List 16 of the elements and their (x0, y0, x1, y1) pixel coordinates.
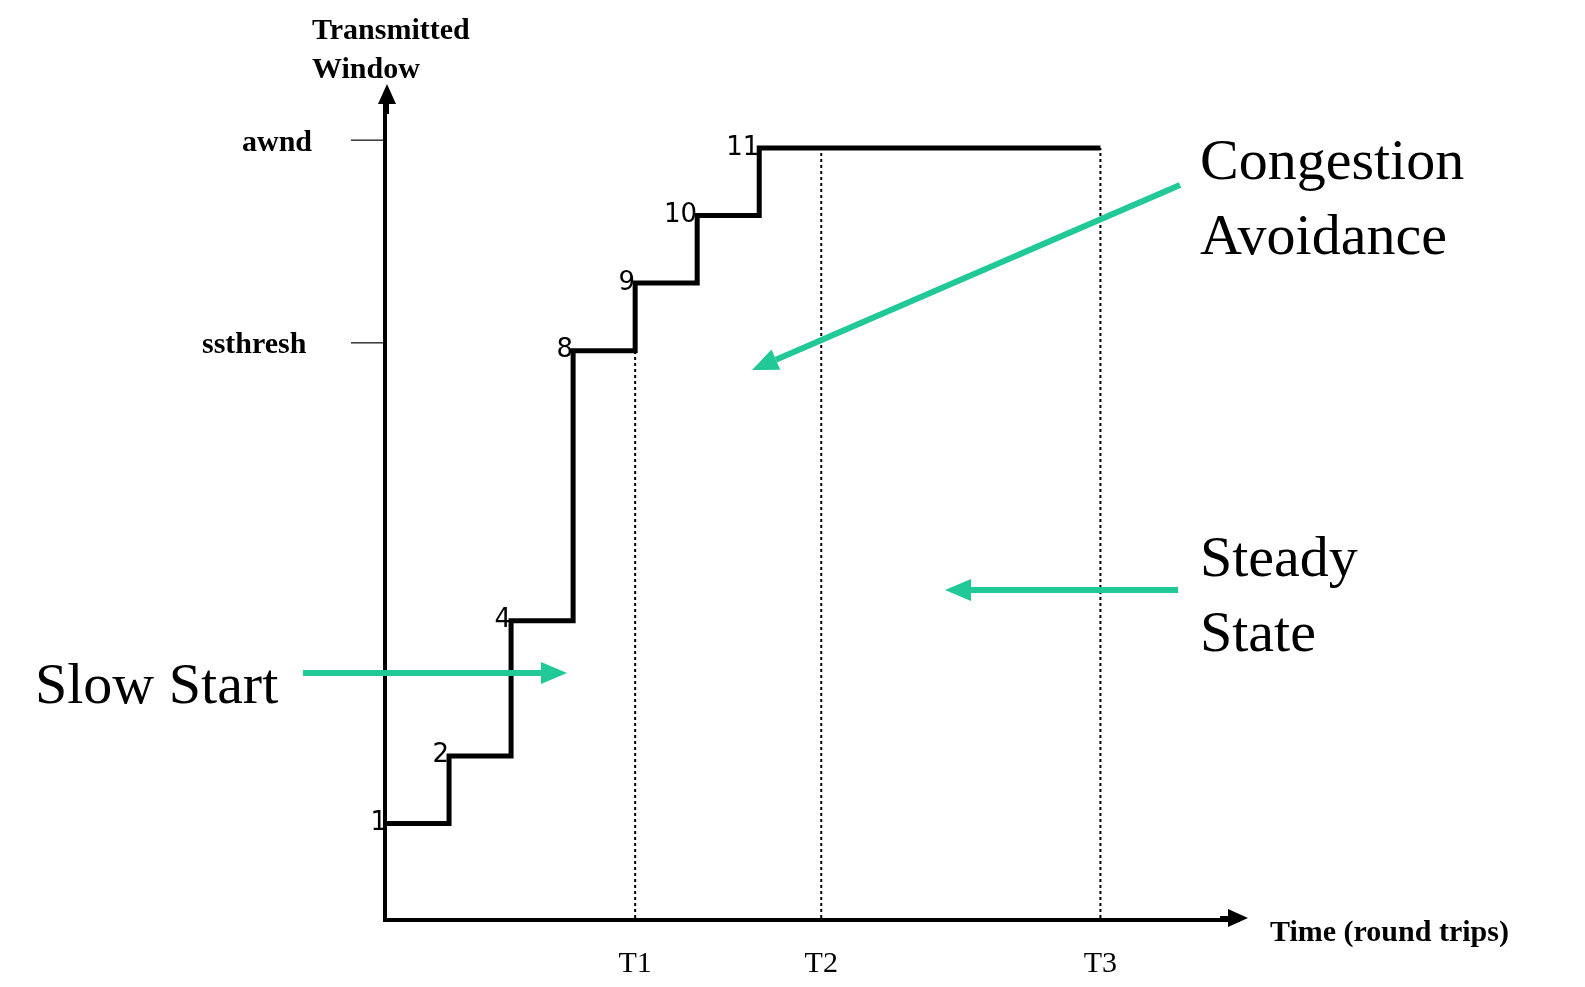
text: awnd (242, 124, 313, 157)
data-label: 10 (664, 198, 698, 229)
data-label: 11 (726, 130, 760, 161)
text: Congestion Avoidance (1200, 127, 1465, 268)
x-tick-label: T3 (1083, 945, 1118, 978)
text: Steady State (1200, 524, 1358, 665)
text: ssthresh (202, 326, 307, 359)
data-label: 9 (618, 265, 636, 296)
text: Time (round trips) (1270, 914, 1509, 948)
data-label: 2 (432, 738, 450, 769)
x-tick-label: T1 (618, 945, 652, 978)
text: Slow Start (35, 651, 279, 716)
x-tick-label: T2 (804, 945, 838, 978)
y-axis-title: Transmitted Window (312, 12, 471, 84)
data-label: 8 (556, 333, 574, 364)
data-label: 4 (494, 603, 512, 634)
